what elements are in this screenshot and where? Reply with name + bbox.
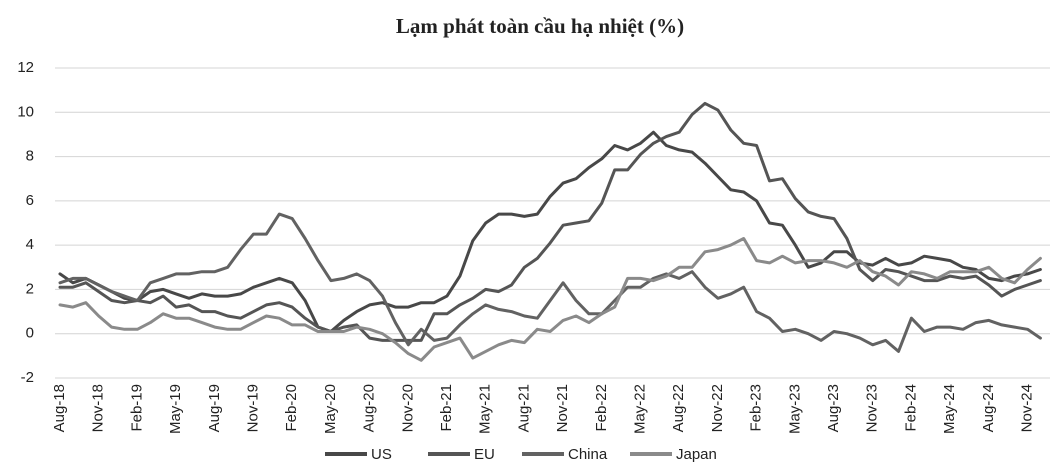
- x-tick-label: Nov-20: [399, 384, 416, 432]
- x-tick-label: Nov-23: [864, 384, 881, 432]
- x-tick-label: Aug-21: [515, 384, 532, 432]
- y-tick-label: 10: [17, 103, 34, 120]
- x-tick-label: Nov-24: [1018, 384, 1035, 432]
- x-tick-label: May-21: [477, 384, 494, 434]
- x-tick-label: May-23: [786, 384, 803, 434]
- y-tick-label: 2: [26, 280, 34, 297]
- legend-label: Japan: [676, 446, 717, 463]
- x-tick-label: Aug-20: [361, 384, 378, 432]
- series-line: [58, 237, 1042, 362]
- y-tick-label: 6: [26, 192, 34, 209]
- y-tick-label: 12: [17, 59, 34, 76]
- y-tick-label: 0: [26, 325, 34, 342]
- x-tick-label: May-20: [322, 384, 339, 434]
- x-tick-label: Feb-22: [593, 384, 610, 432]
- series-line: [58, 130, 1042, 333]
- y-tick-label: -2: [21, 369, 34, 386]
- x-tick-label: May-22: [631, 384, 648, 434]
- series-line: [58, 101, 1042, 342]
- chart-title: Lạm phát toàn cầu hạ nhiệt (%): [396, 14, 684, 38]
- x-tick-label: Feb-23: [748, 384, 765, 432]
- x-tick-label: Nov-19: [244, 384, 261, 432]
- x-tick-label: Nov-22: [709, 384, 726, 432]
- x-tick-label: May-19: [167, 384, 184, 434]
- legend-label: US: [371, 446, 392, 463]
- x-tick-label: Aug-18: [51, 384, 68, 432]
- x-tick-label: Nov-21: [554, 384, 571, 432]
- y-tick-label: 4: [26, 236, 34, 253]
- series-line: [58, 212, 1042, 353]
- x-tick-label: Aug-24: [980, 384, 997, 432]
- legend-label: EU: [474, 446, 495, 463]
- x-tick-label: Aug-23: [825, 384, 842, 432]
- x-tick-label: Aug-19: [206, 384, 223, 432]
- y-tick-label: 8: [26, 148, 34, 165]
- x-tick-label: Aug-22: [670, 384, 687, 432]
- x-tick-label: Feb-19: [128, 384, 145, 432]
- x-tick-label: May-24: [941, 384, 958, 434]
- x-tick-label: Feb-21: [438, 384, 455, 432]
- legend-label: China: [568, 446, 608, 463]
- x-tick-label: Feb-20: [283, 384, 300, 432]
- x-tick-label: Feb-24: [902, 384, 919, 432]
- x-tick-label: Nov-18: [90, 384, 107, 432]
